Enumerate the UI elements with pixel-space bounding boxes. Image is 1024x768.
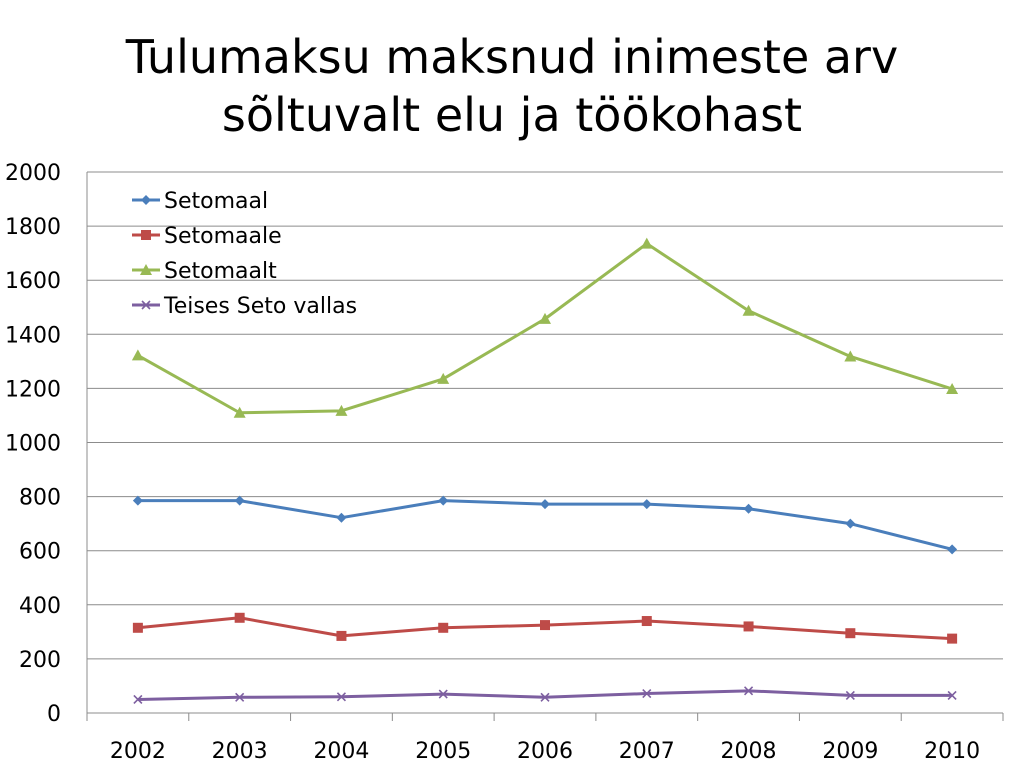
data-point-setomaale <box>845 628 856 639</box>
legend-marker-teises-seto-vallas <box>141 300 151 310</box>
data-point-setomaal <box>132 495 143 506</box>
data-point-teises-seto-vallas <box>336 692 347 702</box>
x-tick-label: 2009 <box>822 739 878 764</box>
legend-marker-setomaalt <box>140 264 152 275</box>
chart-title-line-1: Tulumaksu maksnud inimeste arv <box>125 30 899 84</box>
data-point-setomaale <box>540 620 550 631</box>
y-tick-label: 400 <box>19 594 61 619</box>
x-tick-label: 2010 <box>924 739 980 764</box>
y-tick-label: 1200 <box>5 377 61 402</box>
data-point-setomaalt <box>131 349 144 361</box>
y-tick-label: 600 <box>19 540 61 565</box>
legend-marker-setomaal <box>141 195 151 205</box>
data-point-setomaale <box>336 630 347 641</box>
data-point-teises-seto-vallas <box>540 692 550 702</box>
data-point-setomaale <box>743 621 754 632</box>
legend-marker-setomaale <box>141 230 151 240</box>
chart-title: Tulumaksu maksnud inimeste arv sõltuvalt… <box>0 28 1024 144</box>
y-tick-label: 1800 <box>5 215 61 240</box>
data-point-teises-seto-vallas <box>642 688 652 699</box>
data-point-teises-seto-vallas <box>133 694 143 705</box>
y-tick-label: 800 <box>19 486 61 511</box>
data-point-setomaalt <box>640 237 653 249</box>
x-tick-label: 2004 <box>313 739 369 764</box>
data-point-setomaale <box>641 616 652 627</box>
data-point-setomaal <box>845 518 856 529</box>
data-point-setomaal <box>641 499 652 510</box>
data-point-setomaal <box>336 512 347 523</box>
x-tick-label: 2003 <box>212 739 268 764</box>
data-point-setomaale <box>132 622 143 633</box>
legend-label-setomaal: Setomaal <box>164 189 268 214</box>
data-point-teises-seto-vallas <box>235 692 245 702</box>
y-tick-label: 2000 <box>5 161 61 186</box>
y-tick-label: 0 <box>47 702 61 727</box>
x-tick-label: 2007 <box>619 739 675 764</box>
data-point-setomaal <box>947 544 958 555</box>
legend-label-teises-seto-vallas: Teises Seto vallas <box>163 294 357 319</box>
data-point-setomaalt <box>233 406 246 418</box>
legend-label-setomaale: Setomaale <box>164 224 282 249</box>
y-tick-label: 200 <box>19 648 61 673</box>
data-point-setomaal <box>743 503 754 514</box>
data-point-teises-seto-vallas <box>438 689 448 699</box>
data-point-setomaalt <box>437 372 450 384</box>
x-tick-label: 2006 <box>517 739 573 764</box>
chart-title-line-2: sõltuvalt elu ja töökohast <box>221 88 803 142</box>
data-point-setomaal <box>438 495 449 506</box>
data-point-teises-seto-vallas <box>947 690 957 700</box>
data-point-setomaalt <box>335 404 348 416</box>
data-point-setomaal <box>234 495 245 506</box>
data-point-teises-seto-vallas <box>845 690 855 700</box>
x-tick-label: 2002 <box>110 739 166 764</box>
data-point-teises-seto-vallas <box>743 686 754 696</box>
x-tick-label: 2008 <box>721 739 777 764</box>
y-tick-label: 1400 <box>5 323 61 348</box>
legend-label-setomaalt: Setomaalt <box>164 259 277 284</box>
data-point-setomaalt <box>742 304 755 316</box>
data-point-setomaale <box>438 622 449 633</box>
x-tick-label: 2005 <box>415 739 471 764</box>
data-point-setomaalt <box>539 312 551 324</box>
data-point-setomaalt <box>844 350 857 362</box>
y-tick-label: 1600 <box>5 269 61 294</box>
data-point-setomaalt <box>946 382 959 394</box>
data-point-setomaal <box>540 499 550 510</box>
data-point-setomaale <box>947 633 958 644</box>
data-point-setomaale <box>234 612 245 623</box>
y-tick-label: 1000 <box>5 432 61 457</box>
